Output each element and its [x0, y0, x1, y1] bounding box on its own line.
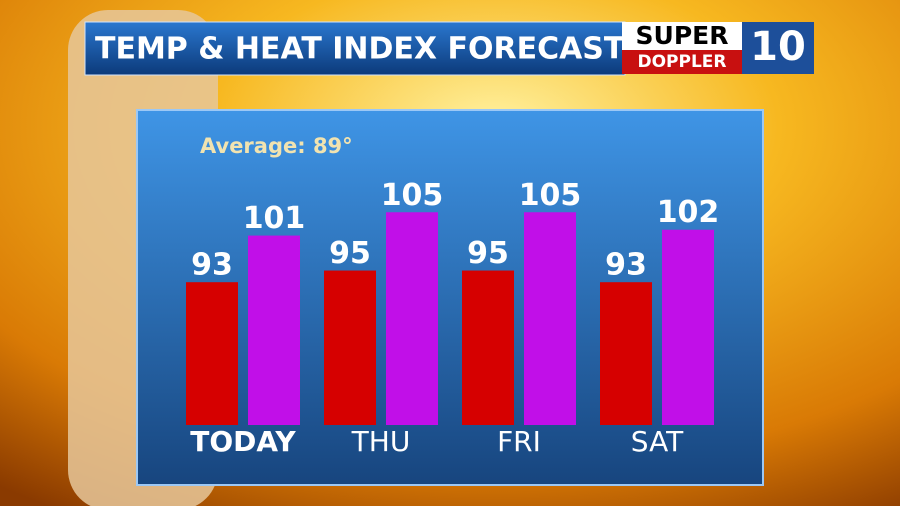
annotation: Average: 89° [200, 134, 353, 158]
category-label: TODAY [190, 425, 296, 458]
value-label: 105 [381, 178, 444, 213]
value-label: 101 [243, 201, 306, 236]
bar [248, 235, 300, 425]
value-label: 105 [519, 178, 582, 213]
value-label: 93 [191, 248, 233, 283]
category-label: THU [351, 425, 411, 458]
value-label: 93 [605, 248, 647, 283]
logo-top-box [622, 22, 742, 50]
value-label: 102 [657, 195, 720, 230]
logo-doppler: DOPPLER [637, 52, 726, 72]
bar [524, 212, 576, 425]
chart-panel [136, 109, 764, 486]
bar [186, 282, 238, 425]
bar [462, 270, 514, 425]
value-label: 95 [329, 236, 371, 271]
logo-bottom-box [622, 50, 742, 74]
title: TEMP & HEAT INDEX FORECAST [95, 32, 625, 67]
bar [324, 270, 376, 425]
category-label: SAT [631, 425, 684, 458]
title-bar [84, 21, 626, 76]
logo-number-box [742, 22, 814, 74]
category-label: FRI [497, 425, 541, 458]
value-label: 95 [467, 236, 509, 271]
logo-number: 10 [750, 24, 806, 70]
bar [386, 212, 438, 425]
logo-super: SUPER [636, 21, 729, 50]
bar [662, 229, 714, 425]
bar [600, 282, 652, 425]
